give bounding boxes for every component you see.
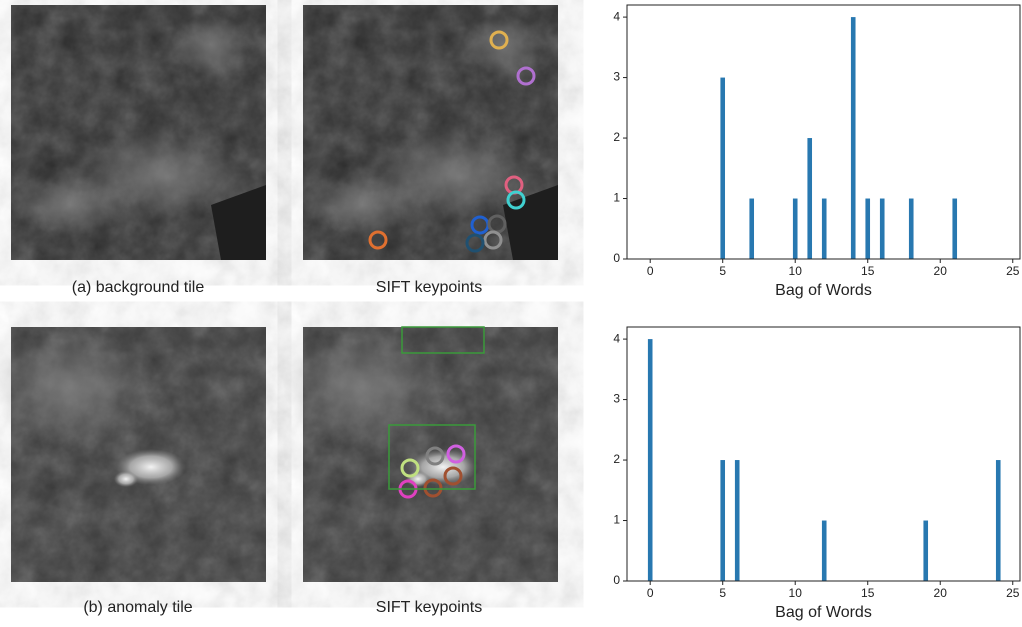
bar [822, 521, 827, 581]
bar [720, 78, 725, 259]
x-tick-label: 25 [1006, 586, 1020, 600]
background-tile-image [11, 5, 266, 260]
anomaly-tile-image [0, 327, 266, 582]
x-tick-label: 25 [1006, 264, 1020, 278]
y-tick-label: 1 [613, 191, 620, 205]
bar [952, 199, 957, 259]
x-tick-label: 10 [789, 586, 803, 600]
caption: SIFT keypoints [376, 599, 482, 616]
sift-anomaly-image [283, 327, 558, 582]
x-tick-label: 15 [861, 264, 875, 278]
figure: (a) background tile SIFT keypoints (b) a… [0, 0, 1022, 622]
caption: (a) background tile [72, 279, 205, 296]
y-tick-label: 2 [613, 130, 620, 144]
sift-tile-image [303, 5, 558, 260]
y-tick-label: 3 [613, 392, 620, 406]
caption: (b) anomaly tile [83, 599, 192, 616]
y-tick-label: 1 [613, 513, 620, 527]
bar [807, 138, 812, 259]
bar [822, 199, 827, 259]
bar [720, 460, 725, 581]
y-tick-label: 0 [613, 251, 620, 265]
x-tick-label: 5 [719, 586, 726, 600]
bar [648, 339, 653, 581]
x-tick-label: 5 [719, 264, 726, 278]
x-tick-label: 0 [647, 264, 654, 278]
y-tick-label: 2 [613, 452, 620, 466]
x-axis-label: Bag of Words [775, 282, 872, 299]
x-tick-label: 0 [647, 586, 654, 600]
x-tick-label: 20 [934, 586, 948, 600]
bar [851, 17, 856, 259]
y-tick-label: 3 [613, 70, 620, 84]
bar [880, 199, 885, 259]
bar [923, 521, 928, 581]
bar [996, 460, 1001, 581]
x-axis-label: Bag of Words [775, 604, 872, 621]
bar [749, 199, 754, 259]
bar [735, 460, 740, 581]
bar [793, 199, 798, 259]
y-tick-label: 4 [613, 331, 620, 345]
y-tick-label: 0 [613, 573, 620, 587]
x-tick-label: 15 [861, 586, 875, 600]
x-tick-label: 10 [789, 264, 803, 278]
bar [865, 199, 870, 259]
bar [909, 199, 914, 259]
y-tick-label: 4 [613, 9, 620, 23]
caption: SIFT keypoints [376, 279, 482, 296]
x-tick-label: 20 [934, 264, 948, 278]
